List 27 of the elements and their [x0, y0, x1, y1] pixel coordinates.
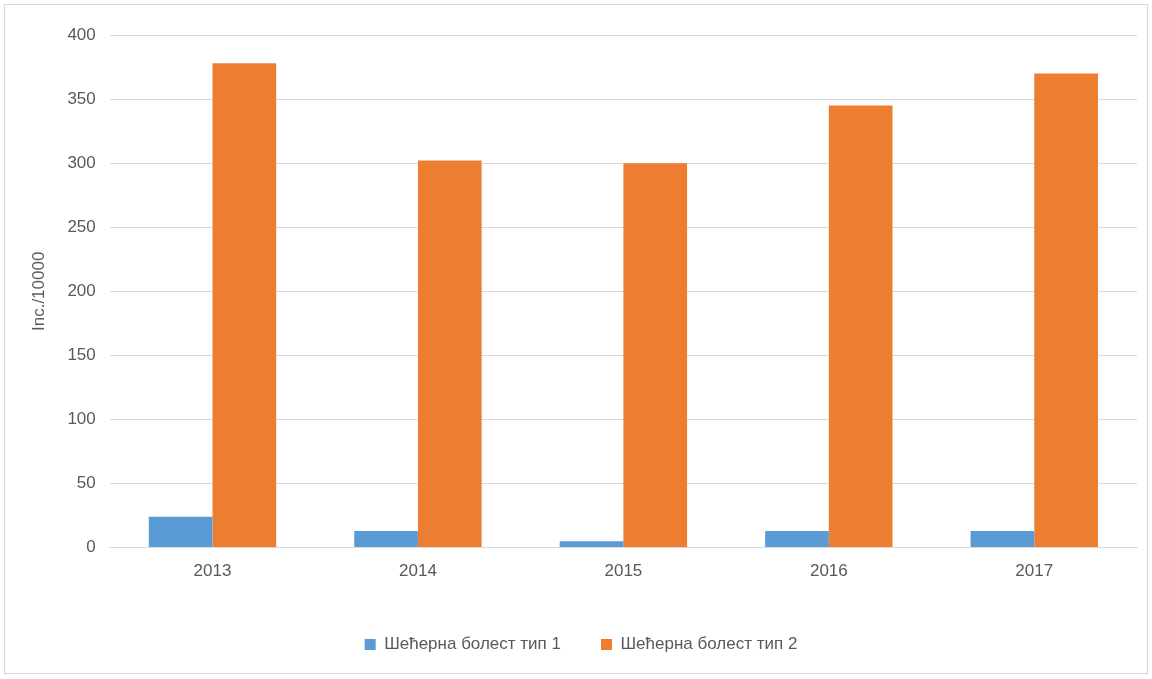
bar	[828, 105, 893, 548]
y-tick-label: 350	[67, 88, 96, 108]
x-tick-label: 2013	[193, 561, 232, 581]
bar	[765, 530, 829, 548]
x-tick-label: 2017	[1015, 561, 1054, 581]
bar	[559, 541, 624, 548]
bar	[354, 530, 418, 548]
bar	[623, 163, 688, 548]
y-tick-label: 100	[67, 409, 96, 429]
legend-label: Шећерна болест тип 1	[384, 634, 562, 654]
y-tick-label: 400	[67, 24, 96, 44]
y-tick-label: 0	[86, 537, 96, 557]
bar	[212, 63, 277, 548]
y-tick-label: 50	[76, 473, 96, 493]
legend-label: Шећерна болест тип 2	[620, 634, 798, 654]
bar	[1034, 73, 1098, 548]
bar	[417, 160, 482, 548]
bar	[148, 516, 213, 548]
x-tick-label: 2014	[399, 561, 437, 581]
bar	[970, 530, 1035, 548]
y-axis-title: Inc./10000	[28, 251, 48, 331]
x-tick-label: 2016	[809, 561, 848, 581]
y-tick-label: 300	[67, 152, 96, 172]
x-tick-label: 2015	[604, 561, 643, 581]
y-tick-label: 250	[67, 216, 96, 236]
y-tick-label: 200	[67, 280, 96, 300]
y-tick-label: 150	[67, 345, 96, 365]
